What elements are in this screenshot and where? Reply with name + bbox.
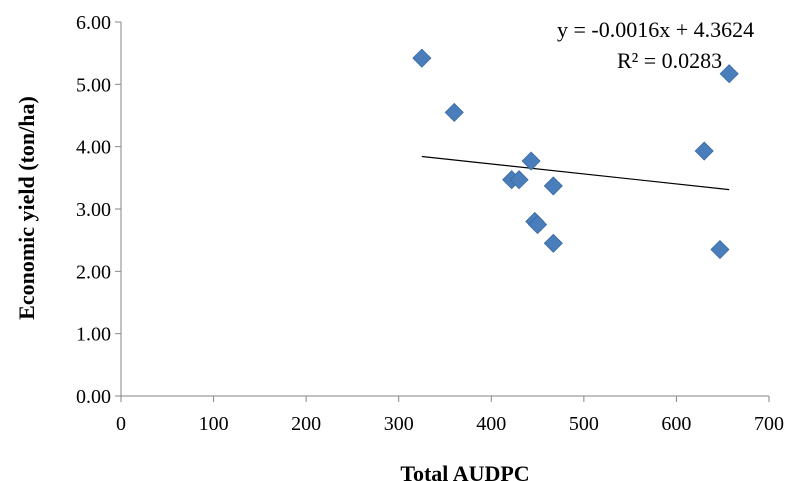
x-tick-label: 100: [199, 413, 229, 435]
y-tick-label: 3.00: [76, 199, 111, 221]
trendline: [421, 155, 730, 191]
y-tick-label: 6.00: [76, 12, 111, 34]
trendline-equation: y = -0.0016x + 4.3624: [557, 17, 754, 42]
x-tick-label: 200: [291, 413, 321, 435]
x-axis: [120, 395, 770, 402]
x-tick-label: 700: [754, 413, 784, 435]
x-tick-label: 0: [116, 413, 126, 435]
x-tick-label: 400: [476, 413, 506, 435]
data-points: [412, 48, 739, 260]
data-point: [528, 215, 548, 235]
x-tick-labels: 0 100 200 300 400 500 600 700: [116, 413, 784, 435]
x-tick-label: 600: [661, 413, 691, 435]
data-point: [509, 170, 529, 190]
data-point: [543, 176, 563, 196]
trendline-group: [421, 155, 730, 191]
y-tick-label: 2.00: [76, 261, 111, 283]
x-tick-label: 300: [384, 413, 414, 435]
y-tick-label: 1.00: [76, 324, 111, 346]
x-tick-label: 500: [569, 413, 599, 435]
x-axis-title: Total AUDPC: [400, 461, 529, 481]
y-axis-title: Economic yield (ton/ha): [14, 96, 39, 320]
y-axis: [115, 21, 122, 397]
y-tick-label: 5.00: [76, 74, 111, 96]
y-tick-labels: 0.00 1.00 2.00 3.00 4.00 5.00 6.00: [76, 12, 111, 408]
data-point: [444, 102, 464, 122]
data-point: [543, 233, 563, 253]
data-point: [694, 141, 714, 161]
data-point: [710, 239, 730, 260]
y-tick-label: 4.00: [76, 137, 111, 159]
data-point: [521, 151, 541, 171]
y-tick-label: 0.00: [76, 386, 111, 408]
r-squared-label: R² = 0.0283: [617, 48, 722, 73]
data-point: [412, 48, 432, 68]
data-point: [719, 64, 739, 84]
